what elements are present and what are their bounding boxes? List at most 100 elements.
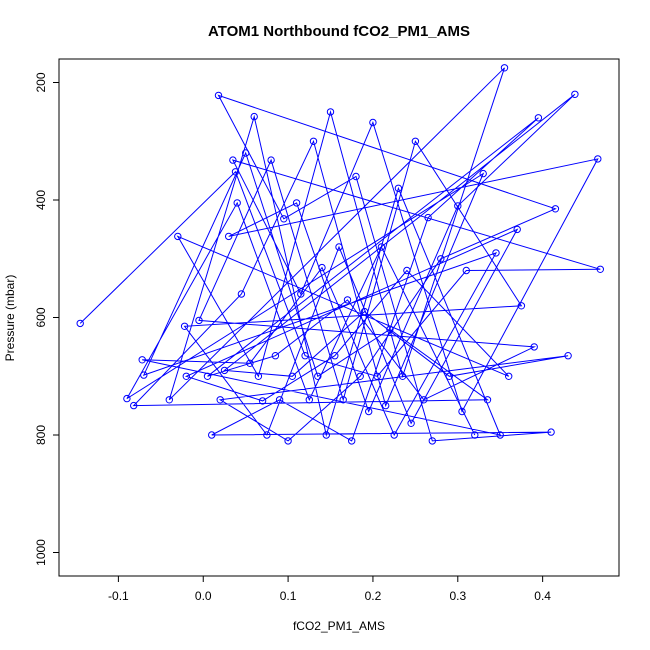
data-point bbox=[246, 359, 254, 367]
data-point bbox=[76, 319, 84, 328]
data-point bbox=[373, 372, 381, 380]
data-point bbox=[216, 396, 224, 404]
data-point bbox=[471, 431, 479, 439]
chart-title: ATOM1 Northbound fCO2_PM1_AMS bbox=[208, 23, 470, 40]
data-point bbox=[231, 168, 240, 176]
data-point bbox=[343, 296, 352, 304]
data-point bbox=[513, 225, 521, 234]
data-point bbox=[365, 407, 373, 416]
data-point bbox=[237, 290, 246, 298]
data-point bbox=[398, 372, 407, 380]
data-point bbox=[275, 396, 284, 404]
data-point bbox=[424, 213, 432, 222]
y-tick-label: 200 bbox=[34, 72, 48, 92]
data-point bbox=[322, 431, 330, 439]
x-tick-label: 0.0 bbox=[195, 589, 212, 603]
data-point bbox=[326, 108, 335, 116]
data-point bbox=[174, 232, 182, 241]
data-point bbox=[225, 232, 233, 241]
data-point bbox=[263, 431, 271, 439]
data-point bbox=[594, 155, 602, 163]
data-point bbox=[377, 243, 386, 251]
data-point bbox=[229, 156, 237, 164]
data-point bbox=[284, 437, 292, 445]
data-point bbox=[356, 372, 364, 380]
y-tick-label: 1000 bbox=[34, 539, 48, 566]
data-point bbox=[394, 184, 403, 193]
data-point bbox=[250, 112, 258, 121]
data-point bbox=[462, 266, 470, 275]
data-point bbox=[517, 302, 526, 310]
data-series bbox=[76, 64, 604, 445]
data-point bbox=[297, 290, 305, 298]
data-point bbox=[403, 266, 411, 275]
data-point bbox=[454, 202, 462, 210]
data-point bbox=[123, 394, 131, 403]
data-point bbox=[220, 366, 229, 375]
data-point bbox=[318, 263, 326, 272]
data-point bbox=[339, 396, 347, 404]
data-point bbox=[500, 64, 509, 72]
plot-area bbox=[76, 64, 604, 445]
data-point bbox=[254, 372, 263, 380]
x-tick-label: 0.3 bbox=[449, 589, 466, 603]
data-point bbox=[182, 372, 191, 380]
data-point bbox=[309, 137, 318, 146]
data-point bbox=[233, 199, 241, 207]
data-point bbox=[305, 396, 313, 404]
y-axis: 200 400 600 800 1000 bbox=[34, 72, 59, 566]
data-point bbox=[479, 169, 487, 178]
data-point bbox=[352, 172, 360, 181]
data-point bbox=[505, 372, 513, 380]
data-point bbox=[348, 437, 356, 445]
data-point bbox=[180, 322, 189, 330]
data-point bbox=[280, 215, 288, 223]
data-point bbox=[140, 371, 148, 379]
data-point bbox=[382, 401, 390, 410]
y-tick-label: 400 bbox=[34, 190, 48, 210]
data-point bbox=[242, 149, 250, 157]
x-axis: -0.1 0.0 0.1 0.2 0.3 0.4 bbox=[108, 576, 551, 603]
data-point bbox=[138, 356, 146, 364]
data-point bbox=[547, 428, 555, 436]
data-point bbox=[420, 396, 428, 404]
y-tick-label: 800 bbox=[34, 425, 48, 445]
y-axis-label: Pressure (mbar) bbox=[3, 275, 17, 362]
data-point bbox=[492, 249, 500, 257]
data-point bbox=[428, 437, 436, 445]
x-tick-label: 0.2 bbox=[365, 589, 382, 603]
data-point bbox=[165, 396, 174, 404]
data-point bbox=[214, 91, 223, 100]
data-point bbox=[335, 243, 343, 251]
data-point bbox=[386, 325, 394, 333]
data-point bbox=[369, 118, 377, 127]
data-point bbox=[203, 372, 212, 380]
x-axis-label: fCO2_PM1_AMS bbox=[293, 619, 385, 633]
data-point bbox=[267, 156, 275, 164]
data-point bbox=[596, 265, 604, 273]
x-tick-label: 0.4 bbox=[534, 589, 551, 603]
plot-frame bbox=[58, 58, 620, 577]
data-point bbox=[195, 316, 203, 325]
data-point bbox=[208, 431, 216, 439]
data-point bbox=[360, 307, 369, 316]
data-point bbox=[301, 352, 309, 360]
data-point bbox=[271, 352, 280, 360]
data-point bbox=[258, 397, 267, 405]
data-point bbox=[411, 137, 420, 146]
data-point bbox=[551, 205, 560, 213]
data-point bbox=[530, 343, 538, 351]
data-point bbox=[437, 255, 445, 263]
data-point bbox=[292, 199, 301, 207]
data-point bbox=[564, 352, 572, 360]
x-tick-label: -0.1 bbox=[108, 589, 129, 603]
data-point bbox=[130, 401, 138, 410]
data-point bbox=[407, 419, 415, 427]
data-point bbox=[571, 90, 579, 99]
data-point bbox=[390, 431, 398, 439]
data-point bbox=[458, 407, 466, 416]
data-point bbox=[483, 396, 492, 404]
data-point bbox=[496, 431, 504, 439]
data-point bbox=[534, 114, 543, 122]
